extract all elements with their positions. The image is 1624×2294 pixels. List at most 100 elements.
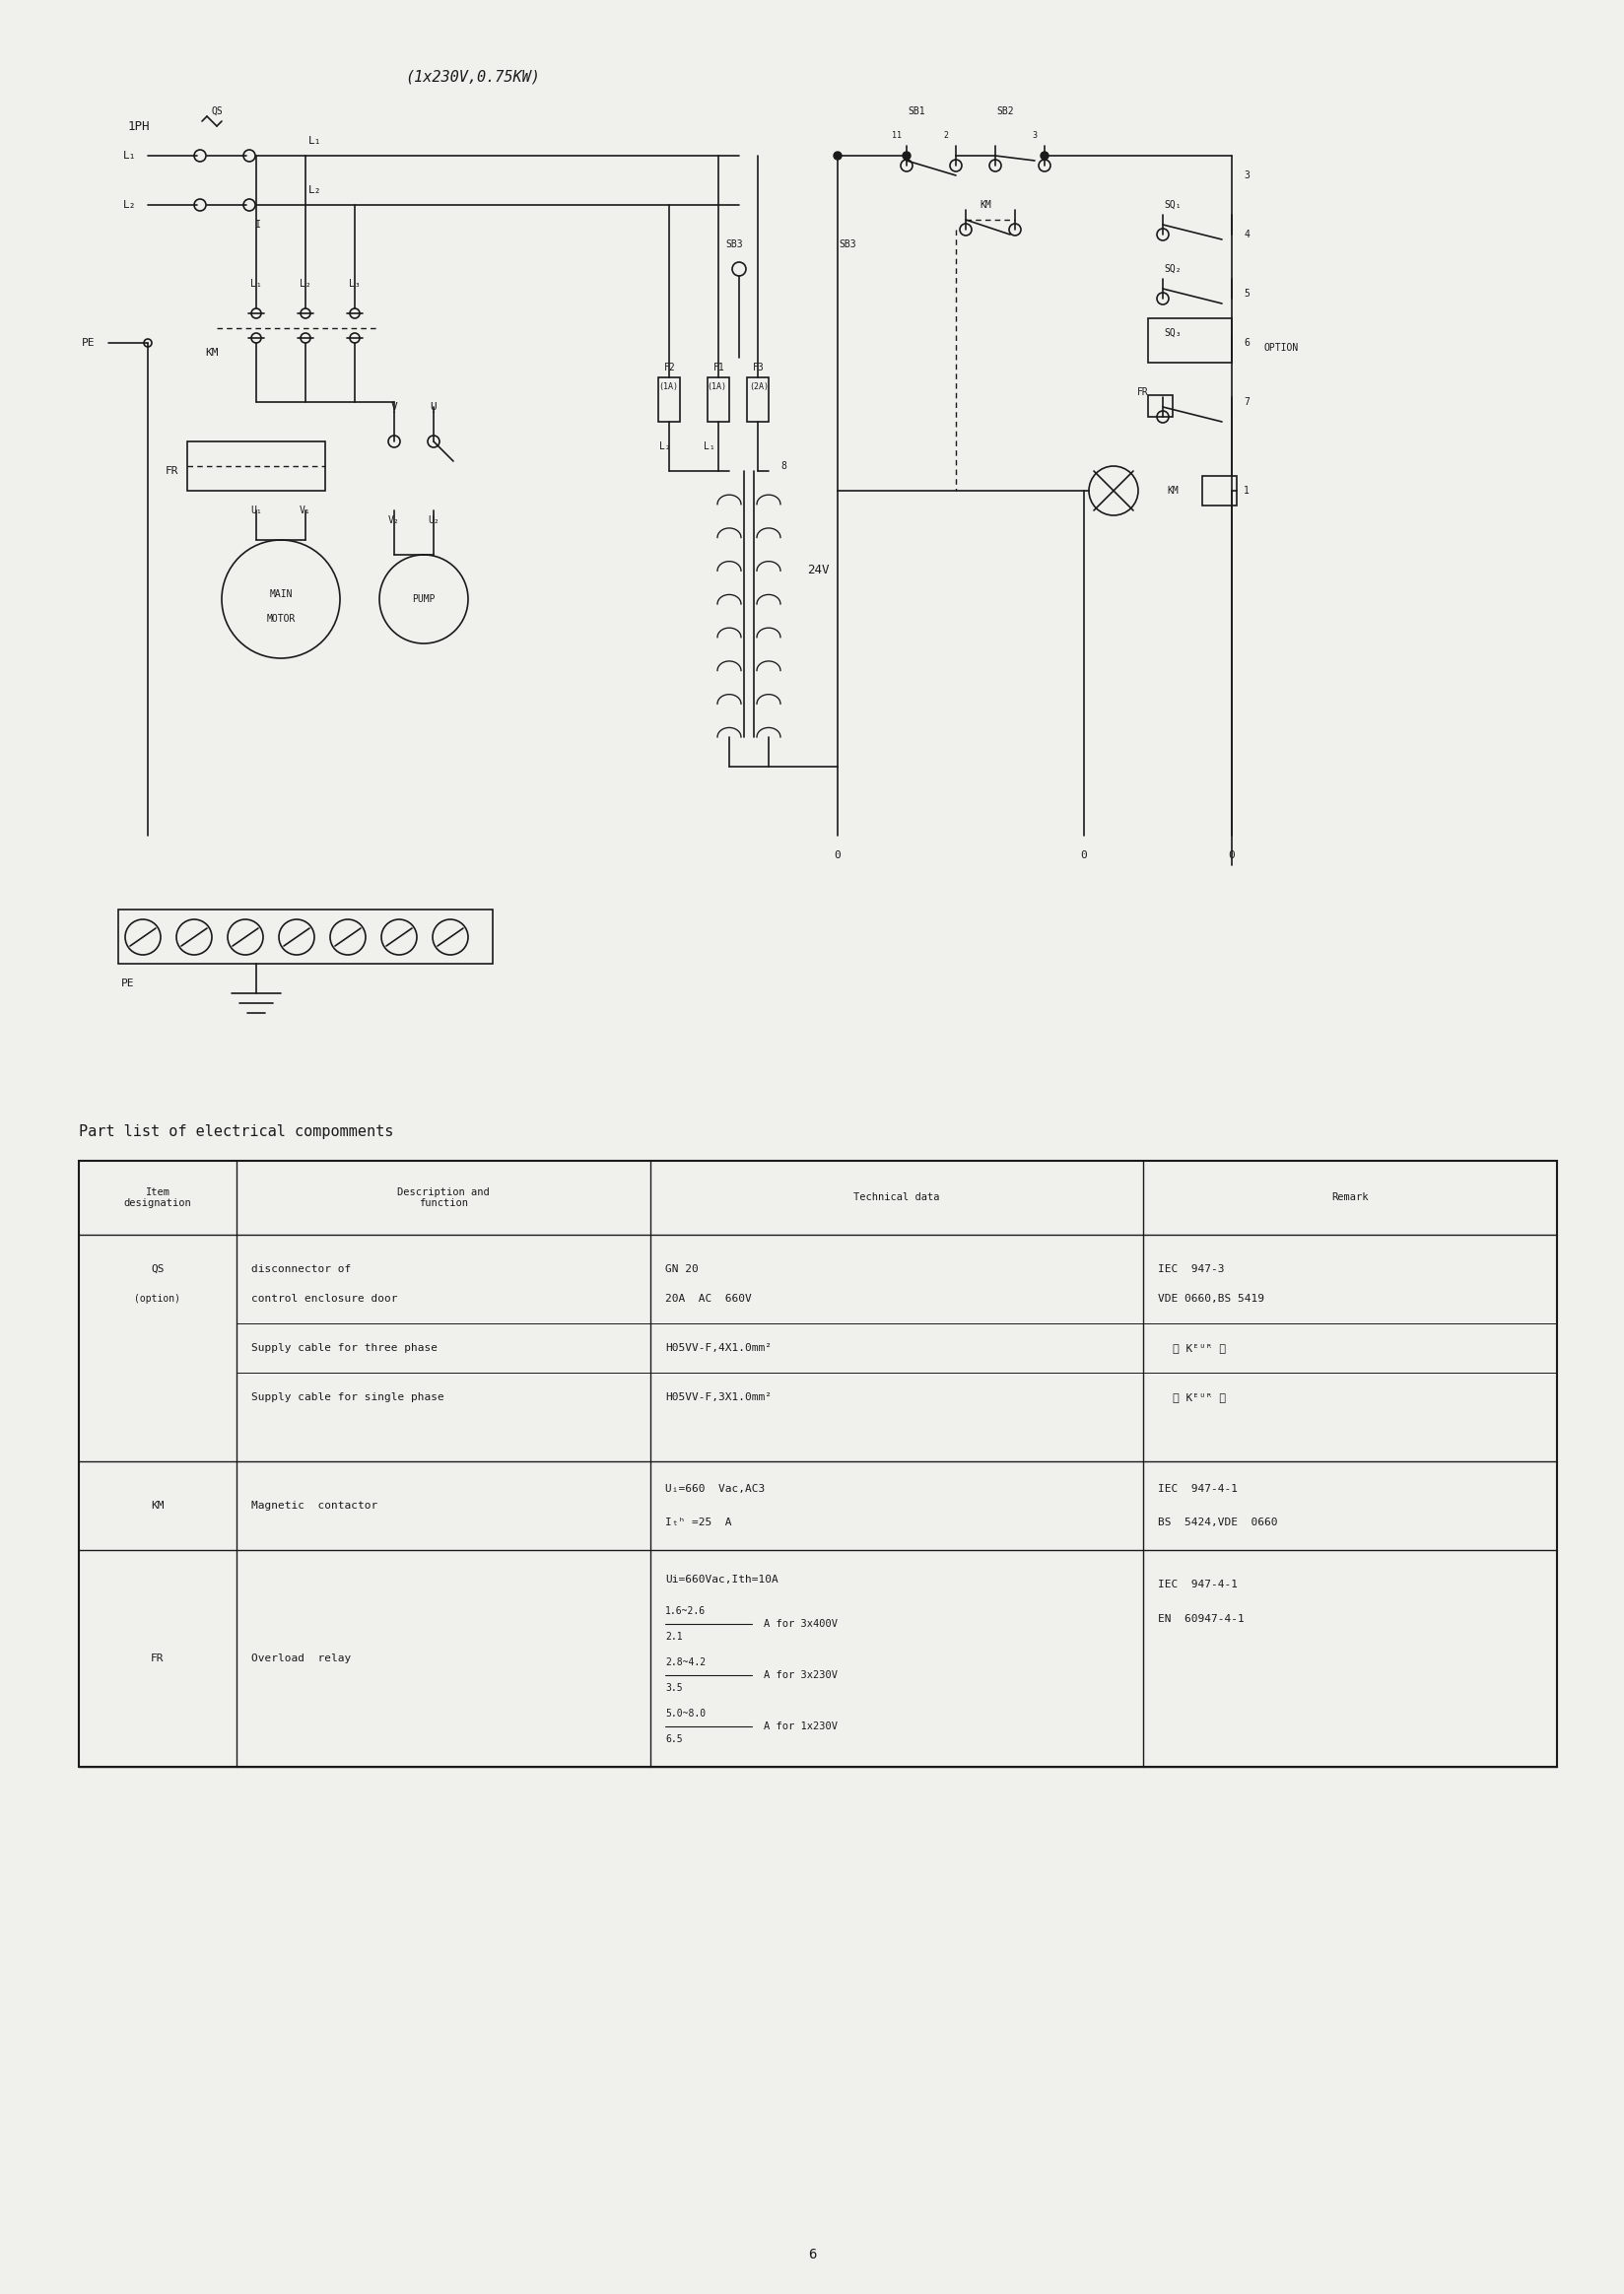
Text: 0: 0 <box>1080 851 1086 860</box>
Text: Magnetic  contactor: Magnetic contactor <box>252 1500 377 1512</box>
Text: (1x230V,0.75KW): (1x230V,0.75KW) <box>406 69 541 85</box>
Text: 1PH: 1PH <box>128 119 149 133</box>
Text: FR: FR <box>1137 388 1148 397</box>
Text: (option): (option) <box>135 1294 180 1303</box>
Text: KM: KM <box>205 349 218 358</box>
Text: 2: 2 <box>944 131 948 140</box>
Bar <box>1147 395 1173 418</box>
Text: 1.6~2.6: 1.6~2.6 <box>664 1606 705 1615</box>
Bar <box>80 1161 1556 1766</box>
Text: 6: 6 <box>807 2248 817 2262</box>
Text: (1A): (1A) <box>658 383 677 392</box>
Text: 3.5: 3.5 <box>664 1684 682 1693</box>
Text: PE: PE <box>122 980 135 989</box>
Text: MAIN: MAIN <box>270 590 292 599</box>
Text: IEC  947-3: IEC 947-3 <box>1158 1264 1223 1273</box>
Text: 7: 7 <box>1242 397 1249 406</box>
Text: Ui=660Vac,Ith=10A: Ui=660Vac,Ith=10A <box>664 1574 778 1585</box>
Text: SB2: SB2 <box>996 106 1013 117</box>
Text: IEC  947-4-1: IEC 947-4-1 <box>1158 1484 1237 1493</box>
Bar <box>1147 319 1231 362</box>
Text: Supply cable for three phase: Supply cable for three phase <box>252 1342 437 1353</box>
Text: 5: 5 <box>1242 289 1249 298</box>
Text: 5.0~8.0: 5.0~8.0 <box>664 1709 705 1718</box>
Text: SB3: SB3 <box>724 239 742 250</box>
Text: QS: QS <box>151 1264 164 1273</box>
Text: GN 20: GN 20 <box>664 1264 698 1273</box>
Text: 0: 0 <box>1228 851 1234 860</box>
Circle shape <box>1039 151 1047 161</box>
Text: VDE 0660,BS 5419: VDE 0660,BS 5419 <box>1158 1294 1263 1303</box>
Text: Description and
function: Description and function <box>396 1186 489 1209</box>
Text: U: U <box>430 401 437 413</box>
Text: Part list of electrical compomments: Part list of electrical compomments <box>80 1124 393 1138</box>
Text: V₂: V₂ <box>388 516 400 525</box>
Text: Overload  relay: Overload relay <box>252 1654 351 1663</box>
Text: Supply cable for single phase: Supply cable for single phase <box>252 1392 443 1402</box>
Text: 24V: 24V <box>807 562 828 576</box>
Text: U₁: U₁ <box>250 505 261 516</box>
Text: IEC  947-4-1: IEC 947-4-1 <box>1158 1581 1237 1590</box>
Text: Remark: Remark <box>1330 1193 1367 1202</box>
Text: SQ₁: SQ₁ <box>1163 200 1181 209</box>
Text: Iₜʰ =25  A: Iₜʰ =25 A <box>664 1519 731 1528</box>
Text: 11: 11 <box>892 131 901 140</box>
Text: 20A  AC  660V: 20A AC 660V <box>664 1294 752 1303</box>
Text: A for 1x230V: A for 1x230V <box>763 1720 836 1732</box>
Text: FR: FR <box>166 466 179 475</box>
Text: Ⓒ Kᴱᵁᴿ ⒩: Ⓒ Kᴱᵁᴿ ⒩ <box>1173 1392 1224 1402</box>
Text: L₂: L₂ <box>123 200 136 209</box>
Text: 8: 8 <box>780 461 786 470</box>
Circle shape <box>833 151 841 161</box>
Text: SB3: SB3 <box>838 239 856 250</box>
Text: F3: F3 <box>752 362 765 372</box>
Text: L₂: L₂ <box>659 440 671 452</box>
Text: Uᵢ=660  Vac,AC3: Uᵢ=660 Vac,AC3 <box>664 1484 765 1493</box>
Text: KM: KM <box>979 200 991 209</box>
Text: SB1: SB1 <box>908 106 924 117</box>
Text: 2.8~4.2: 2.8~4.2 <box>664 1659 705 1668</box>
Text: KM: KM <box>151 1500 164 1512</box>
Text: L₂: L₂ <box>309 186 322 195</box>
Text: PUMP: PUMP <box>412 594 435 603</box>
Text: PE: PE <box>81 337 96 349</box>
Text: SQ₂: SQ₂ <box>1163 264 1181 273</box>
Text: 1: 1 <box>1242 486 1249 496</box>
Text: L₃: L₃ <box>349 280 361 289</box>
Circle shape <box>901 151 909 161</box>
Text: A for 3x400V: A for 3x400V <box>763 1620 836 1629</box>
Text: F2: F2 <box>664 362 676 372</box>
Text: I: I <box>255 220 261 229</box>
Text: disconnector of: disconnector of <box>252 1264 351 1273</box>
Bar <box>119 908 492 963</box>
Text: (1A): (1A) <box>706 383 726 392</box>
Text: A for 3x230V: A for 3x230V <box>763 1670 836 1679</box>
Bar <box>658 379 679 422</box>
Text: 0: 0 <box>833 851 841 860</box>
Text: F1: F1 <box>713 362 724 372</box>
Text: L₂: L₂ <box>299 280 312 289</box>
Text: (2A): (2A) <box>749 383 768 392</box>
Text: Ⓒ Kᴱᵁᴿ ⒩: Ⓒ Kᴱᵁᴿ ⒩ <box>1173 1342 1224 1353</box>
Text: QS: QS <box>211 106 222 117</box>
Text: H05VV-F,3X1.0mm²: H05VV-F,3X1.0mm² <box>664 1392 771 1402</box>
Text: 3: 3 <box>1031 131 1036 140</box>
Text: Item
designation: Item designation <box>123 1186 192 1209</box>
Text: control enclosure door: control enclosure door <box>252 1294 398 1303</box>
Text: BS  5424,VDE  0660: BS 5424,VDE 0660 <box>1158 1519 1276 1528</box>
Text: 4: 4 <box>1242 229 1249 239</box>
Text: H05VV-F,4X1.0mm²: H05VV-F,4X1.0mm² <box>664 1342 771 1353</box>
Text: L₁: L₁ <box>250 280 261 289</box>
Text: 6: 6 <box>1242 337 1249 349</box>
Text: V: V <box>391 401 398 413</box>
Text: 6.5: 6.5 <box>664 1734 682 1743</box>
Text: 3: 3 <box>1242 170 1249 181</box>
Text: V₁: V₁ <box>299 505 312 516</box>
Text: Technical data: Technical data <box>853 1193 939 1202</box>
Text: MOTOR: MOTOR <box>266 615 296 624</box>
Text: OPTION: OPTION <box>1263 342 1298 353</box>
Bar <box>706 379 729 422</box>
Text: U₂: U₂ <box>427 516 438 525</box>
Text: L₁: L₁ <box>703 440 715 452</box>
Text: SQ₃: SQ₃ <box>1163 328 1181 337</box>
